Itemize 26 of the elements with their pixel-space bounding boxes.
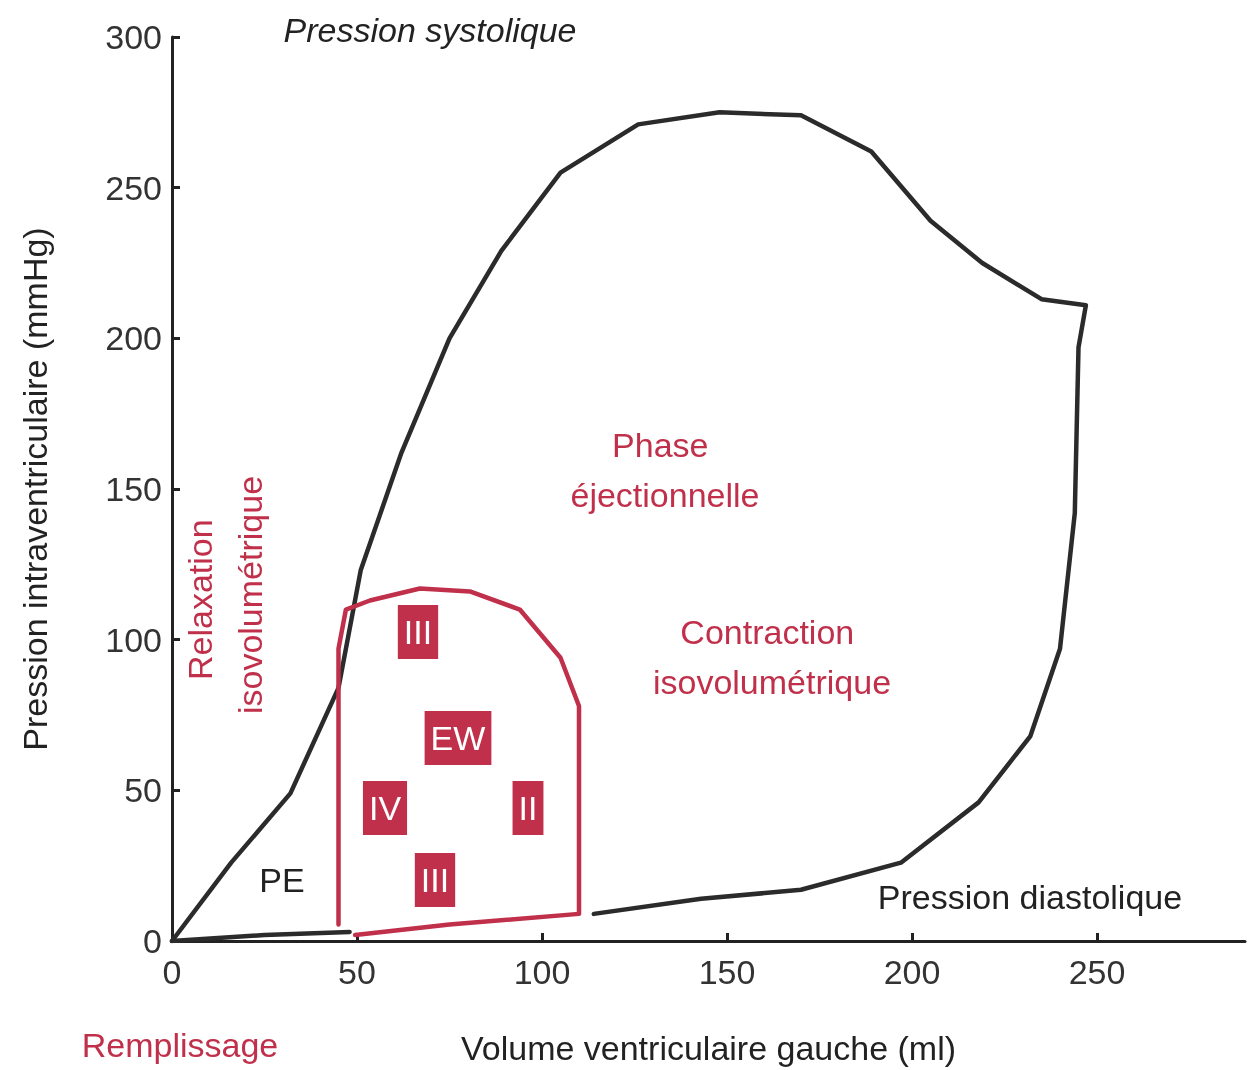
y-tick-label: 300 <box>105 18 162 56</box>
x-tick-label: 250 <box>1068 953 1126 991</box>
x-axis-title: Volume ventriculaire gauche (ml) <box>460 1029 957 1067</box>
annotation: IV <box>368 789 402 827</box>
y-tick-label: 150 <box>105 470 162 508</box>
annotation: Pression systolique <box>283 11 577 49</box>
x-tick-label: 50 <box>338 953 376 991</box>
y-tick-label: 50 <box>124 771 162 810</box>
x-tick-label: 200 <box>883 953 941 991</box>
x-tick-label: 100 <box>513 953 571 991</box>
y-tick-label: 200 <box>105 319 162 358</box>
annotation: II <box>518 789 538 827</box>
x-tick-label: 150 <box>698 953 756 991</box>
annotation: PE <box>259 861 305 899</box>
y-axis-title: Pression intraventriculaire (mmHg) <box>16 227 54 751</box>
y-tick-label: 0 <box>143 922 162 960</box>
annotation: III <box>420 861 450 899</box>
annotation: Pression diastolique <box>877 878 1183 916</box>
annotation: EW <box>430 719 486 757</box>
annotation: Phase éjectionnelle <box>570 426 760 514</box>
annotation: III <box>403 613 433 651</box>
text: Remplissage <box>81 1026 279 1064</box>
annotation: Relaxation isovolumétrique <box>181 475 269 715</box>
y-tick-label: 250 <box>105 168 162 207</box>
annotation: Contraction isovolumétrique <box>652 613 892 701</box>
y-tick-label: 100 <box>105 620 162 659</box>
